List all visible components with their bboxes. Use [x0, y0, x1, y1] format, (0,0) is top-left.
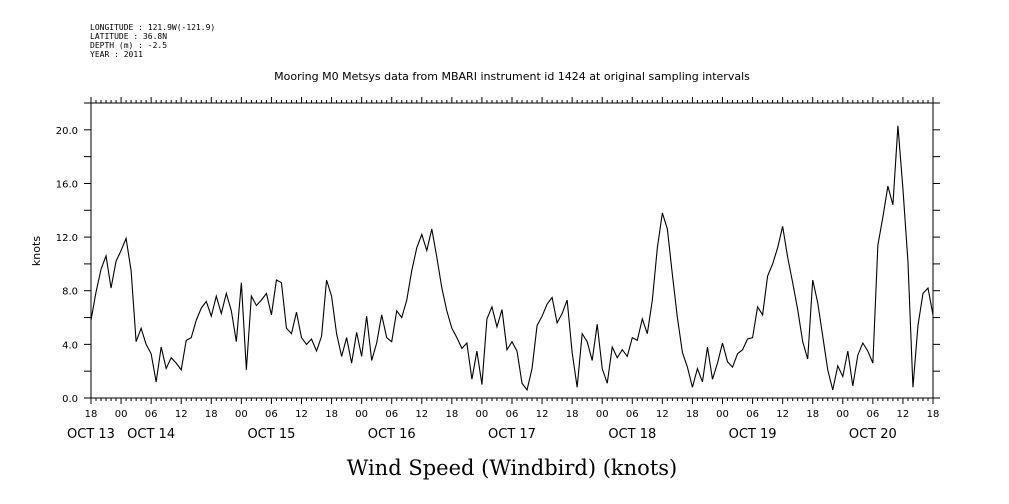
x-tick-label: 00	[355, 409, 368, 420]
x-tick-label: 06	[385, 409, 398, 420]
x-axis-label: Wind Speed (Windbird) (knots)	[347, 456, 677, 480]
day-label: OCT 19	[729, 427, 777, 442]
y-tick-label: 0.0	[62, 394, 78, 405]
day-label: OCT 20	[849, 427, 897, 442]
x-tick-label: 00	[596, 409, 609, 420]
x-tick-label: 12	[536, 409, 549, 420]
day-label: OCT 17	[488, 427, 536, 442]
x-tick-label: 00	[716, 409, 729, 420]
x-tick-label: 18	[445, 409, 458, 420]
x-tick-label: 06	[506, 409, 519, 420]
x-tick-label: 00	[476, 409, 489, 420]
y-axis-label: knots	[30, 236, 43, 266]
x-tick-label: 18	[325, 409, 338, 420]
x-tick-label: 18	[686, 409, 699, 420]
x-tick-label: 18	[205, 409, 218, 420]
x-tick-label: 06	[866, 409, 879, 420]
year-label: YEAR : 2011	[90, 50, 143, 59]
y-tick-label: 20.0	[56, 126, 78, 137]
chart-title: Mooring M0 Metsys data from MBARI instru…	[274, 70, 750, 83]
x-tick-label: 12	[656, 409, 669, 420]
x-tick-label: 18	[85, 409, 98, 420]
x-tick-label: 18	[927, 409, 940, 420]
x-tick-label: 18	[566, 409, 579, 420]
day-label: OCT 18	[608, 427, 656, 442]
latitude-label: LATITUDE : 36.8N	[90, 32, 167, 41]
x-tick-label: 12	[295, 409, 308, 420]
x-tick-label: 12	[776, 409, 789, 420]
y-tick-label: 12.0	[56, 233, 78, 244]
x-tick-label: 06	[626, 409, 639, 420]
day-label: OCT 13	[67, 427, 115, 442]
x-tick-label: 18	[806, 409, 819, 420]
x-tick-label: 00	[115, 409, 128, 420]
x-tick-label: 06	[746, 409, 759, 420]
wind-speed-line	[90, 125, 934, 392]
day-label: OCT 15	[247, 427, 295, 442]
day-label: OCT 16	[368, 427, 416, 442]
longitude-label: LONGITUDE : 121.9W(-121.9)	[90, 23, 215, 32]
y-tick-label: 8.0	[62, 287, 78, 298]
depth-label: DEPTH (m) : -2.5	[90, 41, 167, 50]
x-tick-label: 06	[145, 409, 158, 420]
y-tick-label: 4.0	[62, 340, 78, 351]
day-labels: OCT 13 OCT 14 OCT 15 OCT 16 OCT 17 OCT 18 OCT …	[67, 427, 897, 442]
x-tick-label: 06	[265, 409, 278, 420]
y-tick-label: 16.0	[56, 179, 78, 190]
x-tick-label: 00	[235, 409, 248, 420]
tick-marks	[84, 97, 940, 404]
x-tick-labels: 18 00 06 12 18 00 06 12 18 00 06 12 18 00 06 12 18 00 06 12…	[85, 409, 940, 420]
day-label: OCT 14	[127, 427, 175, 442]
x-tick-label: 12	[415, 409, 428, 420]
x-tick-label: 12	[897, 409, 910, 420]
x-tick-label: 12	[175, 409, 188, 420]
y-tick-labels: 0.0 4.0 8.0 12.0 16.0 20.0	[56, 126, 78, 405]
x-tick-label: 00	[836, 409, 849, 420]
